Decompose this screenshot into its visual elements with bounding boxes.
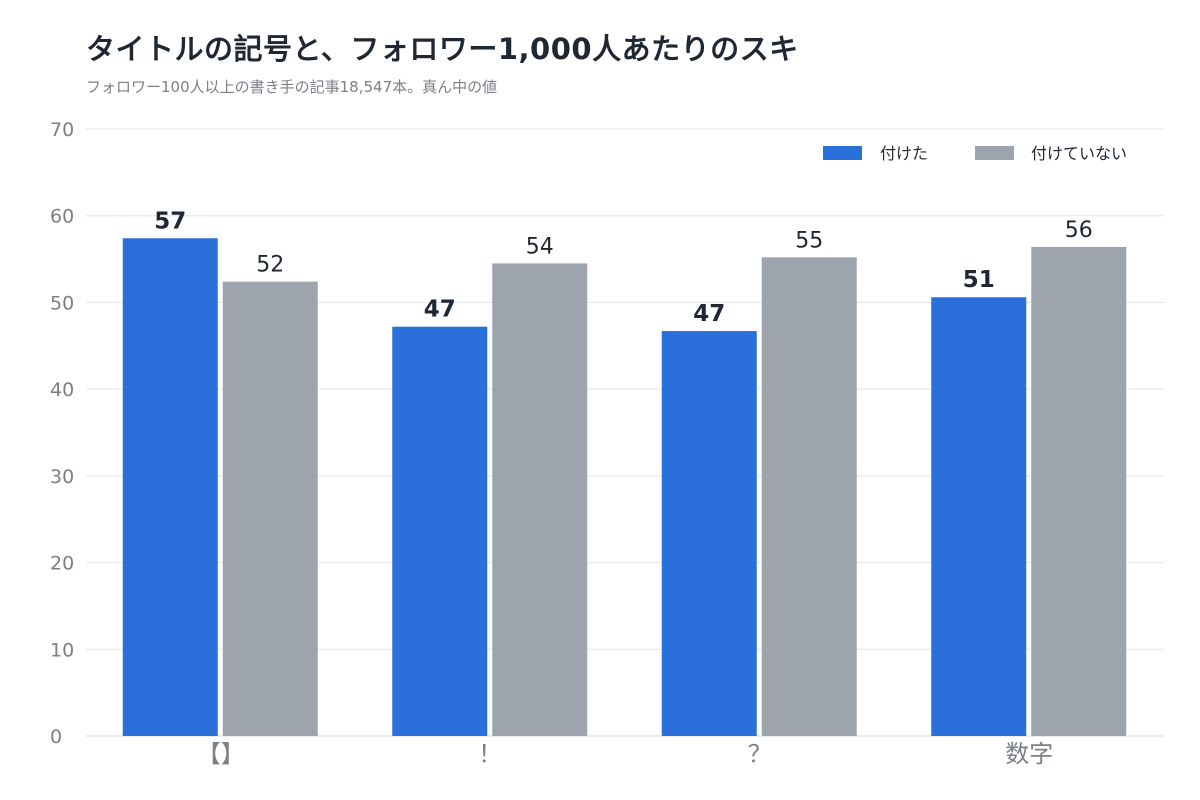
category-label-2: ？ (748, 740, 772, 768)
y-tick-label-0: 0 (50, 726, 62, 748)
category-label-0: 【】 (197, 740, 245, 768)
y-tick-label-20: 20 (50, 553, 74, 575)
value-label-without-0: 52 (256, 253, 284, 278)
x-axis-categories: 【】 ！ ？ 数字 (197, 740, 1054, 768)
y-tick-label-70: 70 (50, 119, 74, 141)
chart-title: タイトルの記号と、フォロワー1,000人あたりのスキ (86, 32, 799, 66)
bar-with-3 (931, 297, 1027, 736)
value-label-with-3: 51 (963, 267, 995, 293)
chart-subtitle: フォロワー100人以上の書き手の記事18,547本。真ん中の値 (86, 78, 498, 96)
bar-with-0 (122, 238, 218, 736)
bars (122, 238, 1127, 736)
y-tick-label-10: 10 (50, 639, 74, 661)
y-tick-label-30: 30 (50, 466, 74, 488)
bar-with-2 (661, 331, 757, 736)
legend-label-0: 付けた (880, 144, 928, 163)
value-label-with-0: 57 (154, 208, 186, 234)
value-label-without-3: 56 (1065, 218, 1093, 243)
bar-without-3 (1031, 246, 1127, 736)
value-label-without-2: 55 (795, 228, 823, 253)
legend-swatch-1 (975, 146, 1014, 160)
bar-with-1 (392, 326, 488, 736)
category-label-3: 数字 (1005, 740, 1053, 768)
value-labels: 57 52 47 54 47 55 51 56 (154, 208, 1093, 327)
bar-without-1 (492, 263, 588, 736)
legend: 付けた 付けていない (823, 144, 1127, 163)
legend-label-1: 付けていない (1031, 144, 1127, 163)
bar-without-0 (222, 281, 318, 736)
y-tick-label-40: 40 (50, 379, 74, 401)
y-tick-label-60: 60 (50, 206, 74, 228)
value-label-with-2: 47 (693, 301, 725, 327)
value-label-without-1: 54 (526, 234, 554, 259)
y-tick-label-50: 50 (50, 292, 74, 314)
value-label-with-1: 47 (424, 297, 456, 323)
y-axis-ticks: 0 10 20 30 40 50 60 70 (50, 119, 74, 748)
bar-without-2 (761, 257, 857, 736)
category-label-1: ！ (478, 740, 502, 768)
legend-swatch-0 (823, 146, 862, 160)
